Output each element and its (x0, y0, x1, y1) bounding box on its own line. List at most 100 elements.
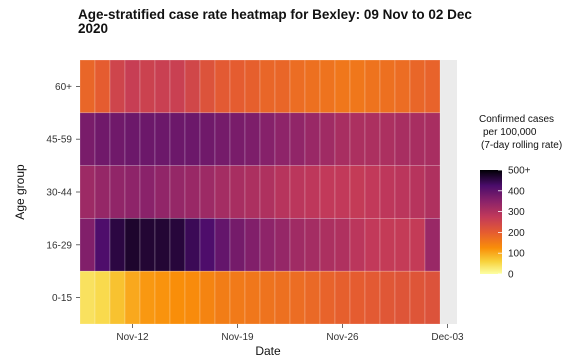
heatmap-cell (409, 59, 426, 114)
heatmap-cell (424, 270, 441, 325)
heatmap-cell (409, 112, 426, 166)
heatmap-cell (379, 165, 396, 219)
legend-tick-label: 100 (508, 249, 525, 260)
heatmap-cell (124, 165, 141, 219)
heatmap-cell (169, 218, 186, 272)
legend-tick-label: 500+ (508, 166, 531, 177)
heatmap-cell (289, 59, 306, 114)
heatmap-cell (274, 165, 291, 219)
heatmap-cell (169, 165, 186, 219)
heatmap-cell (244, 270, 261, 325)
heatmap-cell (169, 112, 186, 166)
chart-title-line1: Age-stratified case rate heatmap for Bex… (78, 7, 472, 22)
x-tick-label: Dec-03 (431, 332, 464, 343)
heatmap-cell (94, 59, 111, 114)
heatmap-cell (349, 59, 366, 114)
heatmap-cell (244, 165, 261, 219)
heatmap-cell (379, 218, 396, 272)
heatmap-cell (244, 112, 261, 166)
heatmap-cell (304, 59, 321, 114)
heatmap-cell (364, 59, 381, 114)
heatmap-cell (274, 270, 291, 325)
heatmap-cell (244, 218, 261, 272)
legend-tick-label: 0 (508, 270, 514, 281)
legend-title-line2: per 100,000 (483, 127, 537, 138)
heatmap-cell (79, 59, 96, 114)
heatmap-cell (109, 218, 126, 272)
heatmap-cell (184, 59, 201, 114)
heatmap-cell (364, 165, 381, 219)
heatmap-cell (259, 112, 276, 166)
heatmap-cell (394, 218, 411, 272)
legend-tick-label: 400 (508, 186, 525, 197)
heatmap-cell (259, 270, 276, 325)
heatmap-cell (184, 165, 201, 219)
heatmap-cell (94, 218, 111, 272)
heatmap-cell (214, 165, 231, 219)
heatmap-cell (334, 270, 351, 325)
heatmap-cell (349, 218, 366, 272)
heatmap-cell (154, 59, 171, 114)
heatmap-cell (304, 112, 321, 166)
legend: Confirmed cases per 100,000 (7-day rolli… (479, 114, 562, 281)
heatmap-cell (289, 165, 306, 219)
heatmap-cell (409, 218, 426, 272)
heatmap-cell (94, 112, 111, 166)
heatmap-cell (94, 270, 111, 325)
heatmap-cell (79, 112, 96, 166)
heatmap-cell (154, 218, 171, 272)
heatmap-cell (229, 270, 246, 325)
legend-ticks: 500+ 400 300 200 100 0 (498, 166, 531, 281)
y-tick-label: 0-15 (52, 293, 72, 304)
heatmap-cell (139, 218, 156, 272)
heatmap-cell (139, 59, 156, 114)
x-tick-label: Nov-12 (116, 332, 149, 343)
heatmap-cell (334, 218, 351, 272)
y-tick-label: 60+ (55, 82, 72, 93)
heatmap-cell (409, 270, 426, 325)
heatmap-cell (379, 270, 396, 325)
x-axis-title: Date (255, 344, 281, 358)
heatmap-cell (214, 270, 231, 325)
heatmap-cell (229, 218, 246, 272)
heatmap-cell (109, 112, 126, 166)
heatmap-cell (199, 165, 216, 219)
heatmap-cell (349, 165, 366, 219)
heatmap-cell (79, 270, 96, 325)
heatmap-cell (319, 165, 336, 219)
heatmap-cell (229, 112, 246, 166)
legend-title-line1: Confirmed cases (479, 114, 554, 125)
heatmap-cell (139, 165, 156, 219)
x-tick-labels: Nov-12 Nov-19 Nov-26 Dec-03 (116, 324, 464, 343)
heatmap-cell (259, 59, 276, 114)
heatmap-cell (349, 270, 366, 325)
legend-title-line3: (7-day rolling rate) (481, 140, 562, 151)
heatmap-cell (334, 165, 351, 219)
heatmap-cell (334, 59, 351, 114)
y-axis-title: Age group (13, 164, 27, 220)
legend-colorbar (480, 170, 502, 274)
heatmap-cell (169, 59, 186, 114)
heatmap-cell (214, 112, 231, 166)
heatmap-cell (154, 270, 171, 325)
heatmap-cell (139, 270, 156, 325)
heatmap-cell (304, 270, 321, 325)
heatmap-cell (274, 218, 291, 272)
heatmap-cell (124, 270, 141, 325)
heatmap-cell (109, 165, 126, 219)
heatmap-cell (184, 218, 201, 272)
heatmap-cell (424, 112, 441, 166)
heatmap-cell (124, 59, 141, 114)
heatmap-cell (394, 112, 411, 166)
heatmap-cell (394, 270, 411, 325)
heatmap-cell (214, 218, 231, 272)
heatmap-cell (304, 218, 321, 272)
heatmap-cell (94, 165, 111, 219)
y-tick-label: 30-44 (46, 188, 72, 199)
heatmap-cell (139, 112, 156, 166)
heatmap-cell (379, 112, 396, 166)
heatmap-cell (154, 112, 171, 166)
heatmap-cell (214, 59, 231, 114)
heatmap-cell (394, 165, 411, 219)
